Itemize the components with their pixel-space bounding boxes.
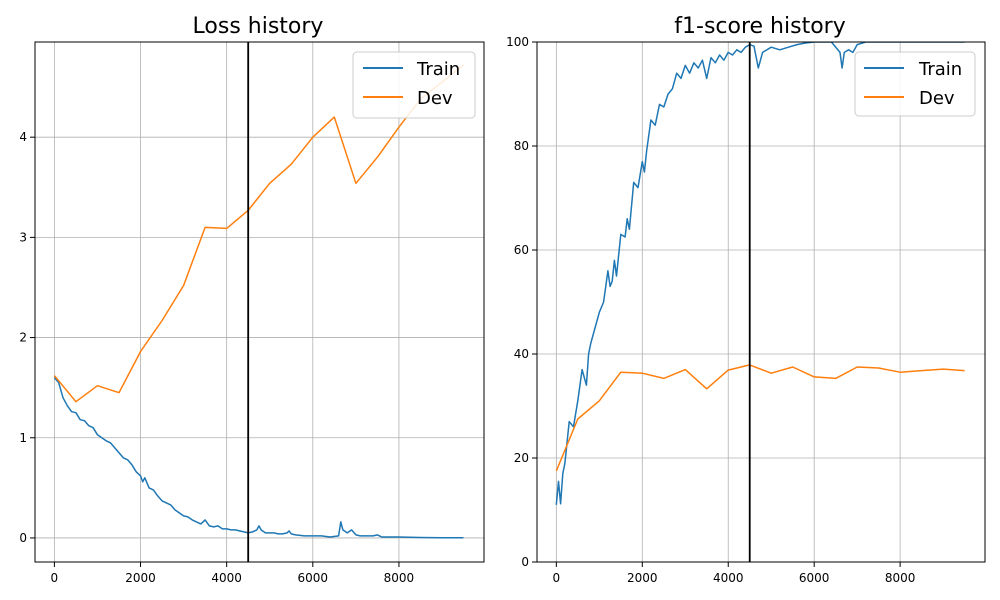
f1-ytick-label: 60	[514, 243, 529, 257]
loss-xtick-label: 0	[51, 571, 59, 585]
f1-chart-legend: Train Dev	[854, 51, 976, 117]
f1-xtick-label: 0	[553, 571, 561, 585]
f1-xtick-label: 2000	[627, 571, 658, 585]
loss-ytick-label: 3	[19, 230, 27, 244]
loss-chart-legend: Train Dev	[352, 51, 476, 119]
f1-xtick-label: 8000	[885, 571, 916, 585]
f1-xtick-label: 6000	[799, 571, 830, 585]
loss-xtick-label: 8000	[384, 571, 415, 585]
loss-legend-train-label: Train	[416, 59, 460, 80]
f1-chart-title: f1-score history	[674, 14, 845, 39]
loss-chart-ticks: 0 2000 4000 6000 8000 0 1 2 3 4	[19, 130, 414, 585]
f1-ytick-label: 20	[514, 451, 529, 465]
loss-series-dev-line	[53, 64, 464, 403]
f1-xtick-label: 4000	[713, 571, 744, 585]
f1-chart: f1-score history 0 2000 4000 6000 8000 0 20 40 6…	[506, 14, 986, 585]
f1-ytick-label: 80	[514, 139, 529, 153]
loss-chart-frame	[34, 41, 485, 563]
loss-chart: Loss history 0 2000 4000 6000 8000 0 1 2 3 4 Trai…	[19, 14, 485, 585]
loss-ytick-label: 1	[19, 431, 27, 445]
f1-series-dev-line	[555, 364, 965, 472]
loss-ytick-label: 0	[19, 531, 27, 545]
f1-legend-dev-label: Dev	[919, 88, 955, 109]
loss-ytick-label: 2	[19, 331, 27, 345]
loss-xtick-label: 6000	[298, 571, 329, 585]
loss-legend-dev-label: Dev	[417, 88, 453, 109]
loss-xtick-label: 2000	[125, 571, 156, 585]
loss-xtick-label: 4000	[211, 571, 242, 585]
loss-chart-grid	[35, 42, 484, 562]
f1-ytick-label: 0	[521, 555, 529, 569]
loss-ytick-label: 4	[19, 130, 27, 144]
loss-chart-title: Loss history	[193, 14, 324, 39]
f1-legend-train-label: Train	[918, 59, 962, 80]
f1-chart-ticks: 0 2000 4000 6000 8000 0 20 40 60 80 100	[506, 35, 915, 585]
f1-ytick-label: 40	[514, 347, 529, 361]
f1-chart-frame	[536, 41, 986, 563]
f1-series-train-line	[555, 42, 965, 505]
loss-chart-plot-area	[53, 42, 464, 562]
f1-ytick-label: 100	[506, 35, 529, 49]
f1-chart-plot-area	[555, 42, 965, 562]
loss-series-train-line	[53, 377, 464, 539]
